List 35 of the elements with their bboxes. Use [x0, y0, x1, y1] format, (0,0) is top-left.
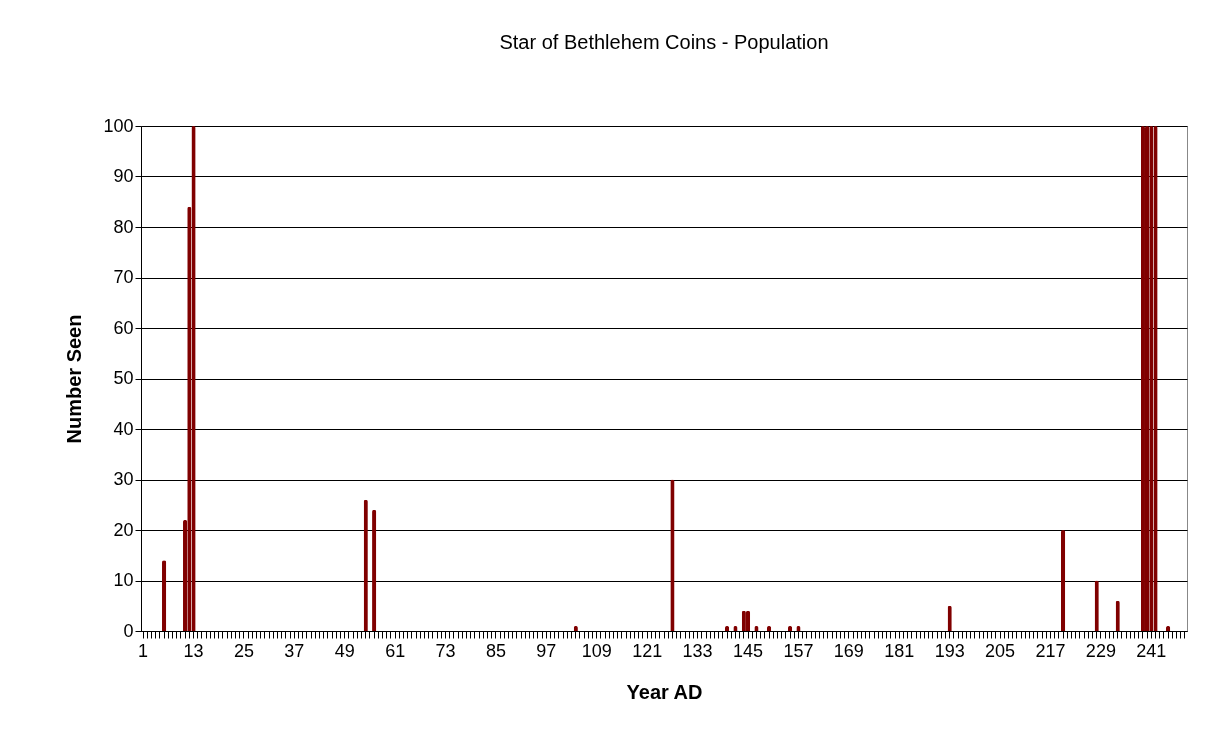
y-axis-title: Number Seen: [63, 314, 86, 444]
y-tick-label: 10: [113, 570, 134, 590]
x-tick-label: 25: [233, 640, 254, 661]
y-tick-label: 80: [113, 216, 134, 237]
x-tick-label: 13: [183, 640, 204, 661]
x-tick-label: 97: [536, 640, 557, 661]
y-tick-label: 30: [113, 469, 134, 489]
x-tick-label: 121: [632, 640, 663, 661]
x-tick-label: 73: [435, 640, 456, 661]
x-tick-label: 157: [783, 640, 814, 661]
y-tick-label: 50: [113, 368, 134, 388]
x-tick-label: 61: [385, 640, 406, 661]
x-tick-label: 169: [833, 640, 864, 661]
y-tick-label: 20: [113, 519, 134, 540]
x-tick-label: 109: [581, 640, 612, 661]
x-tick-label: 133: [682, 640, 713, 661]
x-tick-label: 193: [934, 640, 965, 661]
y-tick-label: 70: [113, 267, 134, 287]
x-tick-label: 85: [485, 640, 506, 661]
x-tick-label: 229: [1085, 640, 1116, 661]
x-tick-label: 1: [138, 640, 149, 661]
chart-title: Star of Bethlehem Coins - Population: [499, 31, 829, 53]
x-tick-label: 37: [284, 640, 305, 661]
y-tick-label: 0: [123, 620, 134, 641]
x-tick-label: 145: [732, 640, 764, 661]
x-tick-label: 217: [1035, 640, 1066, 661]
x-tick-label: 205: [985, 640, 1016, 661]
y-tick-label: 90: [113, 166, 134, 186]
y-tick-label: 100: [103, 115, 134, 136]
x-tick-label: 241: [1136, 640, 1167, 661]
y-tick-label: 40: [113, 418, 134, 439]
y-tick-label: 60: [113, 317, 134, 338]
x-tick-label: 49: [334, 640, 355, 661]
x-tick-label: 181: [884, 640, 915, 661]
x-axis-title: Year AD: [626, 680, 703, 703]
